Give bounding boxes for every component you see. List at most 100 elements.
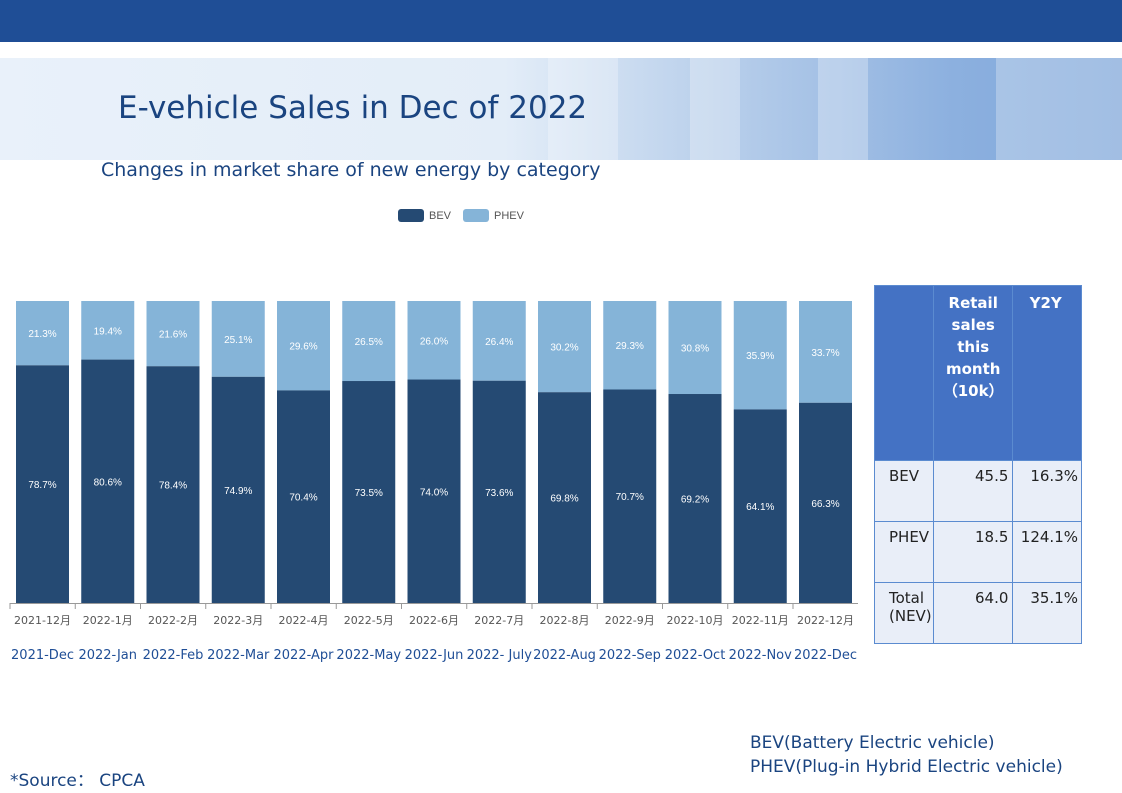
data-label-bev: 69.2% xyxy=(681,495,709,506)
data-label-phev: 30.8% xyxy=(681,344,709,355)
band-stripe xyxy=(548,58,618,160)
data-label-bev: 64.1% xyxy=(746,502,774,513)
source-note: *Source： CPCA xyxy=(10,771,145,791)
table-header-row: Retail sales this month （10k） Y2Y xyxy=(874,285,1082,461)
bar-phev xyxy=(603,301,657,390)
x-tick-label: 2022-3月 xyxy=(213,614,263,627)
bar-phev xyxy=(799,301,852,403)
x-tick-label: 2022-5月 xyxy=(344,614,394,627)
x-tick-label: 2022-12月 xyxy=(797,614,854,627)
data-label-bev: 78.4% xyxy=(159,481,187,492)
bar-bev xyxy=(407,379,461,603)
table-cell-y2y: 35.1% xyxy=(1012,582,1082,644)
data-label-phev: 30.2% xyxy=(550,343,578,354)
data-label-bev: 74.0% xyxy=(420,487,448,498)
data-label-phev: 21.6% xyxy=(159,330,187,341)
month-label-en: 2022-May xyxy=(336,648,402,663)
x-tick-label: 2022-2月 xyxy=(148,614,198,627)
abbreviation-notes: BEV(Battery Electric vehicle) PHEV(Plug-… xyxy=(750,731,1063,779)
bar-bev xyxy=(603,389,657,603)
x-tick-label: 2022-10月 xyxy=(667,614,724,627)
month-label-en: 2022-Feb xyxy=(142,648,204,663)
page-title: E-vehicle Sales in Dec of 2022 xyxy=(118,90,588,126)
data-label-bev: 78.7% xyxy=(28,480,56,491)
bar-bev xyxy=(668,394,722,603)
x-tick-label: 2022-6月 xyxy=(409,614,459,627)
table-row: Total(NEV) 64.0 35.1% xyxy=(874,582,1082,644)
data-label-bev: 66.3% xyxy=(811,499,839,510)
month-label-en: 2022-Apr xyxy=(273,648,334,663)
table-cell-sales: 18.5 xyxy=(932,521,1014,583)
bar-phev xyxy=(538,301,591,393)
bar-phev xyxy=(211,301,265,377)
title-band xyxy=(0,58,1122,160)
table-cell-label: BEV xyxy=(874,460,934,522)
data-label-bev: 73.6% xyxy=(485,488,513,499)
month-label-en: 2022-Dec xyxy=(794,648,857,663)
data-label-phev: 26.5% xyxy=(355,337,383,348)
data-label-phev: 33.7% xyxy=(811,348,839,359)
data-label-phev: 35.9% xyxy=(746,351,774,362)
bar-phev xyxy=(16,301,69,366)
month-label-en: 2022- July xyxy=(466,648,532,663)
legend-swatch-bev xyxy=(398,209,424,222)
table-cell-sales: 64.0 xyxy=(932,582,1014,644)
bar-bev xyxy=(81,359,135,603)
month-label-en: 2021-Dec xyxy=(11,648,74,663)
chart-subtitle: Changes in market share of new energy by… xyxy=(101,159,601,181)
table-header-cell xyxy=(874,285,934,461)
x-tick-label: 2021-12月 xyxy=(14,614,71,627)
data-label-phev: 21.3% xyxy=(28,329,56,340)
month-label-en: 2022-Jan xyxy=(78,648,138,663)
bar-bev xyxy=(277,390,330,603)
table-cell-label: Total(NEV) xyxy=(874,582,934,644)
bar-bev xyxy=(146,366,200,603)
x-tick-label: 2022-8月 xyxy=(540,614,590,627)
bar-phev xyxy=(277,301,330,391)
month-label-en: 2022-Oct xyxy=(664,648,726,663)
bar-bev xyxy=(16,365,69,603)
band-stripe xyxy=(996,58,1122,160)
bar-bev xyxy=(799,402,852,603)
data-label-phev: 29.3% xyxy=(616,341,644,352)
table-cell-y2y: 124.1% xyxy=(1012,521,1082,583)
x-tick-label: 2022-1月 xyxy=(83,614,133,627)
legend-label-bev: BEV xyxy=(429,209,452,222)
bar-bev xyxy=(472,380,526,603)
month-label-en: 2022-Mar xyxy=(207,648,270,663)
abbr-phev: PHEV(Plug-in Hybrid Electric vehicle) xyxy=(750,757,1063,777)
month-label-en: 2022-Aug xyxy=(533,648,596,663)
bar-phev xyxy=(146,301,200,367)
sales-table: Retail sales this month （10k） Y2Y BEV 45… xyxy=(874,285,1082,644)
data-label-bev: 73.5% xyxy=(355,488,383,499)
bar-bev xyxy=(538,392,591,603)
data-label-phev: 29.6% xyxy=(289,342,317,353)
bar-phev xyxy=(733,301,787,410)
table-cell-label: PHEV xyxy=(874,521,934,583)
data-label-bev: 74.9% xyxy=(224,486,252,497)
x-tick-label: 2022-9月 xyxy=(605,614,655,627)
data-label-phev: 19.4% xyxy=(94,326,122,337)
data-label-bev: 69.8% xyxy=(550,494,578,505)
month-label-en: 2022-Jun xyxy=(404,648,464,663)
band-stripe xyxy=(818,58,868,160)
bar-phev xyxy=(81,301,135,360)
band-stripe xyxy=(690,58,740,160)
bar-bev xyxy=(342,381,396,603)
month-label-en: 2022-Nov xyxy=(728,648,792,663)
table-cell-sales: 45.5 xyxy=(932,460,1014,522)
bar-phev xyxy=(407,301,461,380)
table-row: BEV 45.5 16.3% xyxy=(874,460,1082,522)
bar-phev xyxy=(668,301,722,395)
table-header-cell: Retail sales this month （10k） xyxy=(932,285,1014,461)
month-label-en: 2022-Sep xyxy=(598,648,661,663)
table-cell-y2y: 16.3% xyxy=(1012,460,1082,522)
bar-bev xyxy=(733,409,787,603)
legend-swatch-phev xyxy=(463,209,490,222)
data-label-phev: 25.1% xyxy=(224,335,252,346)
top-banner xyxy=(0,0,1122,42)
x-tick-label: 2022-7月 xyxy=(474,614,524,627)
bar-bev xyxy=(211,376,265,603)
table-row: PHEV 18.5 124.1% xyxy=(874,521,1082,583)
